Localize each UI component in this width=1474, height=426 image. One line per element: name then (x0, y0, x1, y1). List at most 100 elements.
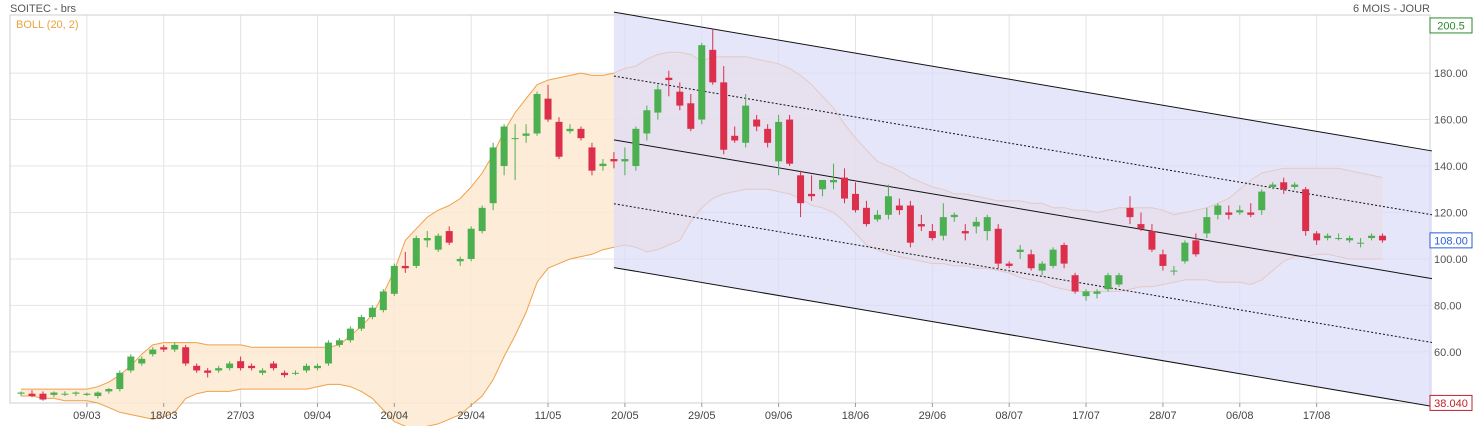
x-tick-label: 20/05 (611, 410, 639, 422)
candle-body (138, 358, 146, 364)
candle-body (1192, 240, 1200, 255)
candle (1269, 182, 1277, 190)
candle (654, 84, 662, 120)
candle-body (1005, 263, 1013, 266)
candle-body (160, 347, 168, 350)
price-label-high: 200.5 (1437, 20, 1465, 32)
candle-body (566, 128, 574, 132)
candle-body (797, 175, 805, 204)
candle-body (1115, 275, 1123, 285)
candle-body (1137, 224, 1145, 229)
candle-body (753, 119, 761, 127)
candle-body (412, 238, 420, 266)
candle (808, 175, 816, 201)
candle-body (1049, 249, 1057, 266)
candle (116, 370, 124, 392)
candle-body (808, 193, 816, 197)
y-tick-label: 60.00 (1434, 347, 1462, 359)
candle-body (28, 393, 36, 397)
indicator-label: BOLL (20, 2) (16, 19, 79, 31)
x-tick-label: 11/05 (535, 410, 562, 422)
x-tick-label: 17/07 (1072, 410, 1100, 422)
candle-body (1203, 217, 1211, 234)
candle (390, 263, 398, 297)
candle (1159, 249, 1167, 271)
candle-body (127, 356, 135, 371)
candle-body (895, 205, 903, 211)
x-tick-label: 06/08 (1226, 410, 1254, 422)
candle-body (588, 147, 596, 171)
candle-body (1027, 254, 1035, 269)
candle (709, 28, 717, 85)
candle-body (390, 265, 398, 294)
candle (171, 342, 179, 352)
candle-body (764, 128, 772, 143)
candle (292, 370, 299, 376)
candle-body (610, 159, 618, 162)
candle (643, 105, 651, 141)
candle (182, 344, 190, 366)
x-tick-label: 27/03 (227, 410, 255, 422)
candle-body (972, 221, 980, 227)
candle (500, 124, 508, 176)
candle (423, 231, 431, 248)
candle (599, 159, 607, 171)
candle-body (1104, 275, 1112, 290)
candle (368, 305, 376, 320)
candle-body (313, 365, 321, 369)
candle-body (1181, 242, 1189, 262)
candle (698, 42, 706, 125)
candle (313, 363, 321, 371)
candle (270, 361, 278, 371)
channel-lower-line (613, 267, 1433, 407)
candle (1203, 207, 1211, 239)
candle (1247, 203, 1255, 218)
candle (94, 391, 102, 399)
candle (1324, 233, 1332, 241)
candle (983, 214, 991, 241)
candle-body (786, 119, 794, 164)
candle-body (456, 258, 464, 262)
candle (632, 126, 640, 171)
candle-body (533, 93, 541, 134)
candle-body (983, 217, 991, 232)
candle (28, 390, 36, 398)
candle (1115, 272, 1123, 287)
candle (533, 91, 541, 136)
candle-body (654, 89, 662, 113)
candle-body (1225, 212, 1233, 215)
candle (1060, 242, 1068, 269)
price-label-last: 108.00 (1434, 235, 1468, 247)
candle (17, 391, 25, 397)
candle (994, 224, 1002, 269)
candle (193, 363, 201, 373)
candle (950, 212, 958, 222)
candle-body (434, 235, 442, 250)
candle-body (1379, 235, 1387, 241)
y-tick-label: 100.00 (1434, 254, 1468, 266)
candle-body (950, 214, 958, 218)
x-tick-label: 29/06 (919, 410, 947, 422)
x-tick-label: 18/03 (150, 410, 178, 422)
candle (862, 200, 870, 227)
candlesticks (17, 28, 1387, 401)
candle (928, 224, 936, 241)
candle (676, 82, 684, 111)
candle (775, 114, 783, 176)
candle-body (1247, 212, 1255, 215)
candle-body (171, 344, 179, 350)
chart-axes: 60.00 80.00 100.00 120.00 140.00 160.00 180.00… (73, 68, 1468, 422)
candle-body (665, 77, 673, 81)
candle (830, 163, 838, 190)
candle-body (1148, 231, 1156, 250)
candle (1236, 205, 1244, 215)
candle-body (335, 340, 343, 345)
candle (873, 210, 881, 222)
candle-body (851, 193, 859, 211)
candle-body (621, 159, 629, 162)
candle (445, 226, 453, 246)
candle (379, 289, 387, 313)
candle-body (862, 207, 870, 225)
price-label-box (1429, 232, 1473, 249)
